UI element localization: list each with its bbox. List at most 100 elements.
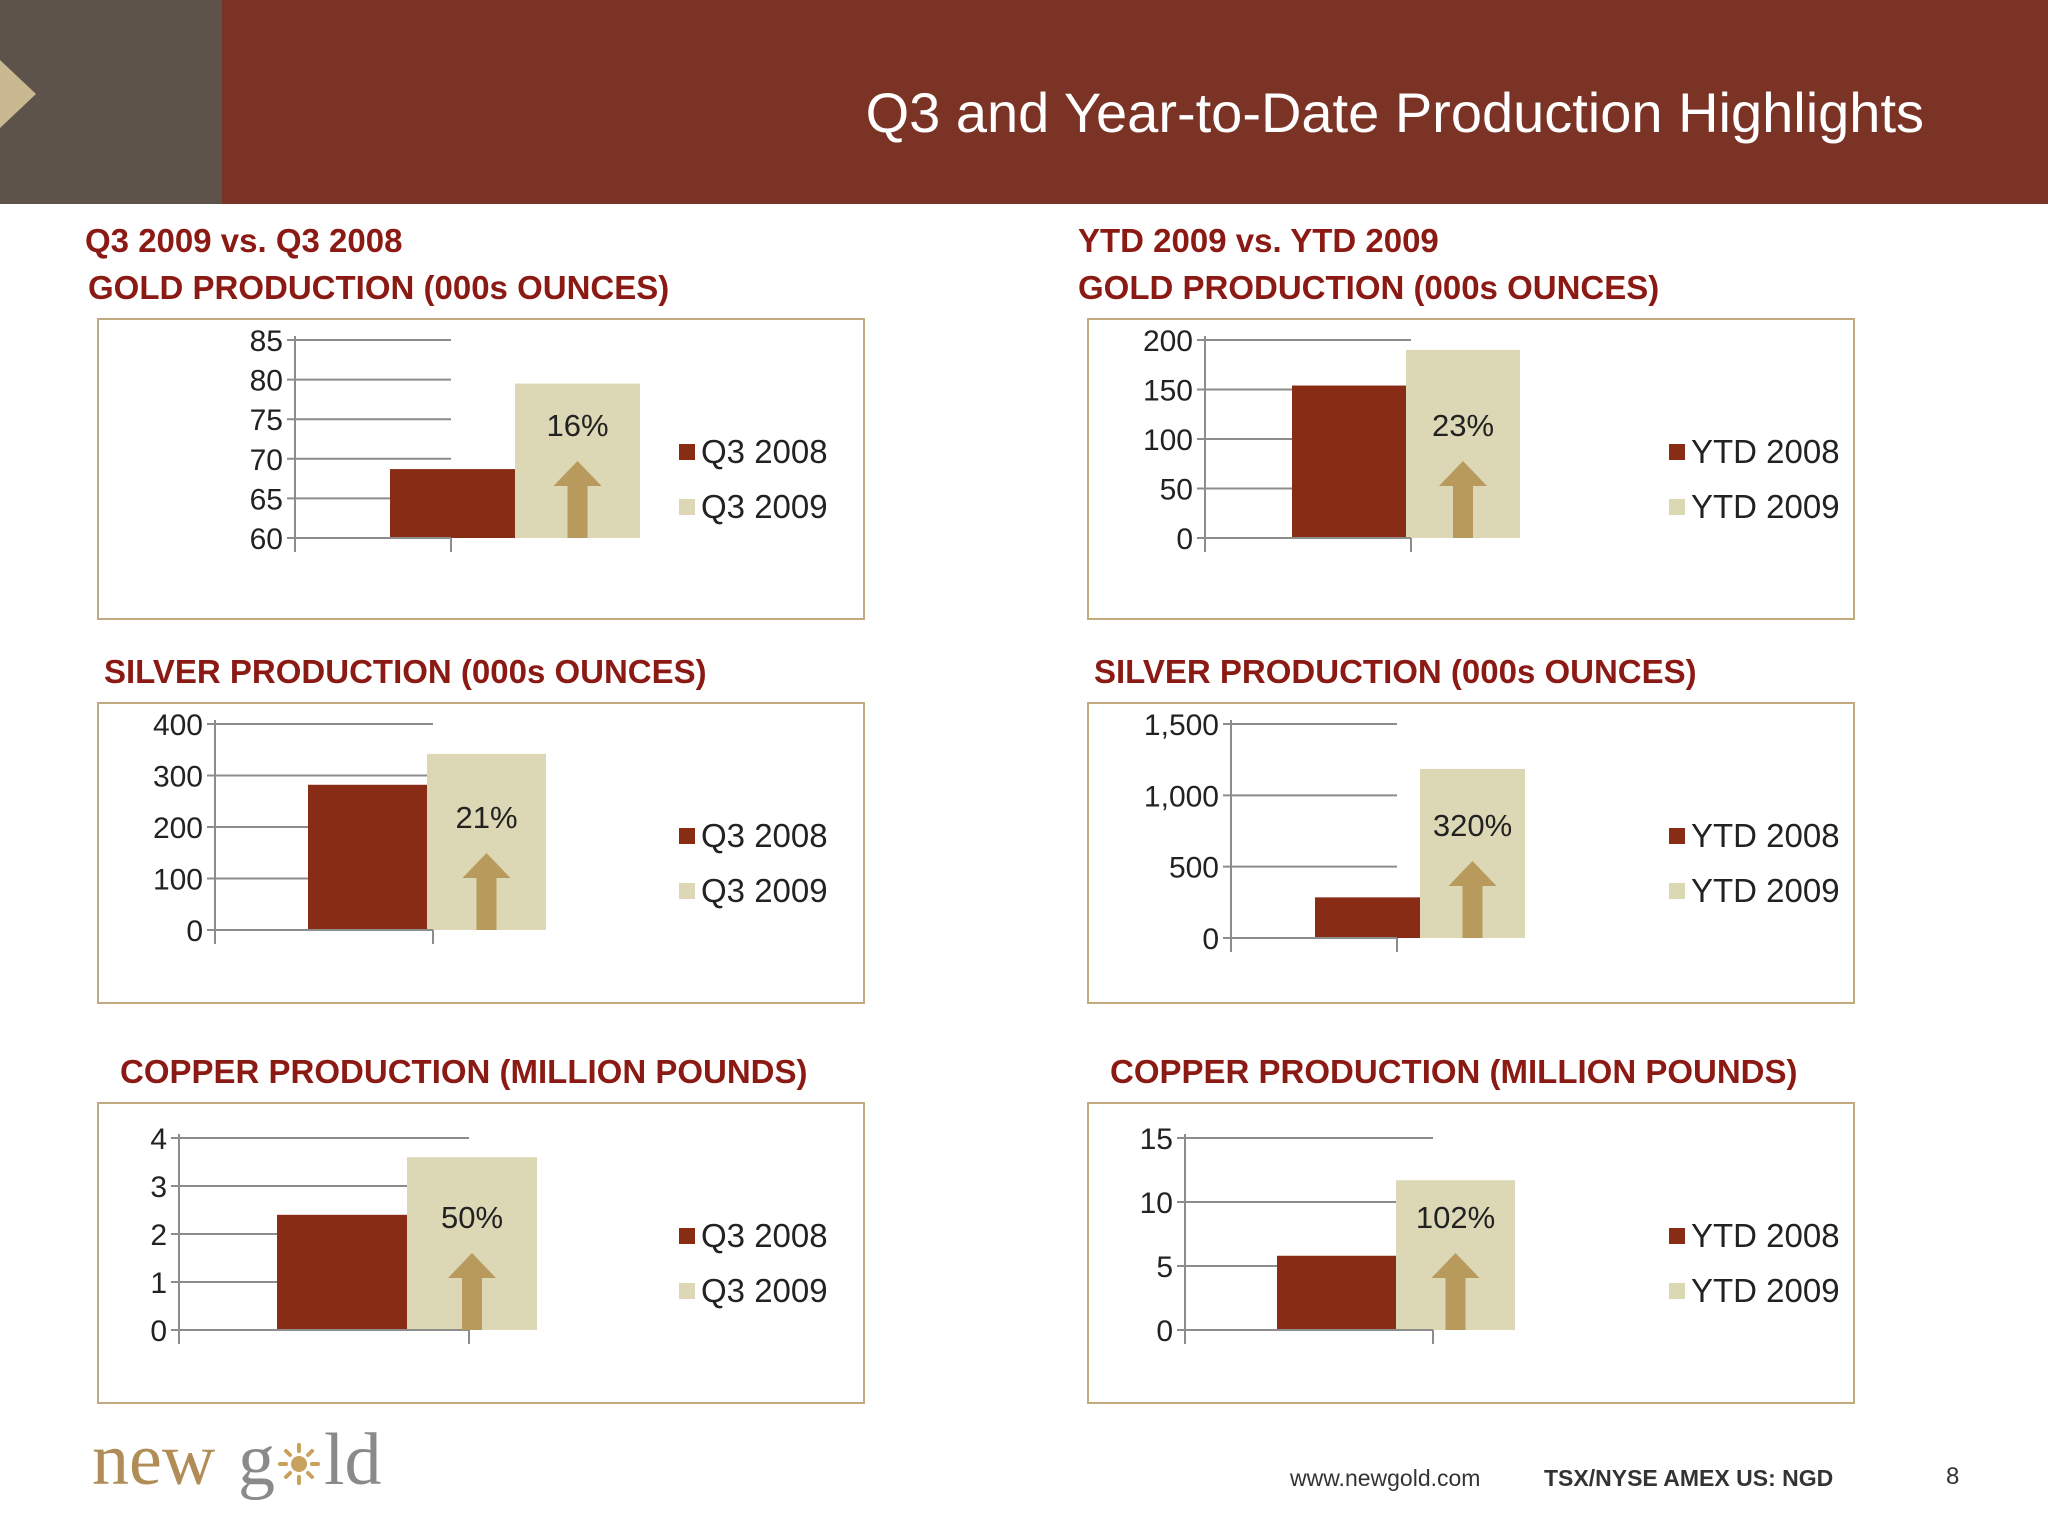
legend-swatch: [679, 498, 695, 515]
arrow-up-icon: [1431, 1253, 1480, 1330]
y-tick-label: 500: [1169, 852, 1219, 885]
chart-panel-copper-q3: 4 3 2 1 0 50% Q3 2008 Q3 2009: [97, 1102, 865, 1404]
legend-item: Q3 2009: [679, 863, 828, 918]
change-percent-label: 23%: [1432, 408, 1494, 443]
right-column-heading: YTD 2009 vs. YTD 2009: [1078, 222, 1439, 259]
y-tick-label: 200: [153, 812, 203, 845]
y-tick-label: 4: [150, 1123, 167, 1156]
y-tick-label: 100: [153, 864, 203, 897]
y-tick-label: 1,500: [1144, 709, 1219, 742]
chart-title-gold-ytd: GOLD PRODUCTION (000s OUNCES): [1078, 269, 1660, 306]
y-tick-label: 65: [250, 483, 283, 516]
legend: YTD 2008 YTD 2009: [1669, 808, 1840, 918]
legend-swatch: [679, 1227, 695, 1244]
arrow-up-icon: [1439, 461, 1487, 538]
chart-panel-gold-q3: 85 80 75 70 65 60 16% Q3 2008 Q3 2009: [97, 318, 865, 620]
bar-prior-period: [277, 1214, 407, 1330]
y-tick-label: 400: [153, 709, 203, 742]
legend-item: Q3 2008: [679, 424, 828, 479]
svg-text:g: g: [238, 1419, 275, 1501]
newgold-logo: new g ld: [92, 1419, 382, 1501]
legend-item: Q3 2008: [679, 808, 828, 863]
page-number: 8: [1946, 1463, 1960, 1490]
legend-item: YTD 2009: [1669, 1263, 1840, 1318]
y-tick-label: 0: [186, 915, 203, 948]
y-tick-label: 60: [250, 523, 283, 556]
legend-label: Q3 2009: [701, 1271, 828, 1309]
svg-text:new: new: [92, 1419, 216, 1501]
y-tick-label: 0: [1156, 1315, 1173, 1348]
footer-url[interactable]: www.newgold.com: [1290, 1465, 1481, 1491]
y-tick-label: 10: [1140, 1187, 1173, 1220]
legend-item: Q3 2008: [679, 1208, 828, 1263]
legend-swatch: [1669, 1227, 1685, 1244]
legend-item: YTD 2009: [1669, 479, 1840, 534]
chart-title-gold-q3: GOLD PRODUCTION (000s OUNCES): [88, 269, 670, 306]
legend-item: YTD 2009: [1669, 863, 1840, 918]
arrow-up-icon: [448, 1253, 496, 1330]
y-tick-label: 50: [1160, 474, 1193, 507]
slide-title: Q3 and Year-to-Date Production Highlight…: [865, 81, 1924, 144]
legend-label: Q3 2008: [701, 1216, 828, 1254]
y-tick-label: 3: [150, 1171, 167, 1204]
arrow-up-icon: [462, 853, 511, 930]
change-percent-label: 102%: [1416, 1200, 1495, 1235]
legend: YTD 2008 YTD 2009: [1669, 1208, 1840, 1318]
chart-title-silver-q3: SILVER PRODUCTION (000s OUNCES): [104, 653, 707, 690]
legend-item: YTD 2008: [1669, 424, 1840, 479]
left-column-heading: Q3 2009 vs. Q3 2008: [85, 222, 403, 259]
legend-swatch: [1669, 827, 1685, 844]
legend-label: Q3 2009: [701, 871, 828, 909]
legend: Q3 2008 Q3 2009: [679, 1208, 828, 1318]
silver-ytd-chart: 1,500 1,000 500 0 320%: [1144, 709, 1525, 956]
legend-item: Q3 2009: [679, 479, 828, 534]
chart-title-silver-ytd: SILVER PRODUCTION (000s OUNCES): [1094, 653, 1697, 690]
legend-label: YTD 2009: [1691, 1271, 1840, 1309]
y-tick-label: 150: [1143, 375, 1193, 408]
y-tick-label: 85: [250, 325, 283, 358]
gold-ytd-chart: 200 150 100 50 0 23%: [1143, 325, 1520, 556]
bar-prior-period: [1292, 385, 1406, 538]
legend: Q3 2008 Q3 2009: [679, 424, 828, 534]
y-tick-label: 70: [250, 444, 283, 477]
header-side-block: [0, 0, 222, 204]
legend-label: YTD 2008: [1691, 816, 1840, 854]
chart-title-copper-q3: COPPER PRODUCTION (MILLION POUNDS): [120, 1053, 808, 1090]
legend: Q3 2008 Q3 2009: [679, 808, 828, 918]
sun-icon: [278, 1443, 320, 1485]
chart-title-copper-ytd: COPPER PRODUCTION (MILLION POUNDS): [1110, 1053, 1798, 1090]
bar-prior-period: [308, 784, 427, 930]
legend-label: Q3 2008: [701, 432, 828, 470]
y-tick-label: 15: [1140, 1123, 1173, 1156]
y-tick-label: 200: [1143, 325, 1193, 358]
gold-q3-chart: 85 80 75 70 65 60 16%: [250, 325, 640, 556]
bar-prior-period: [1277, 1255, 1396, 1330]
legend-label: Q3 2009: [701, 487, 828, 525]
chart-panel-silver-ytd: 1,500 1,000 500 0 320% YTD 2008 YTD 2009: [1087, 702, 1855, 1004]
chart-panel-gold-ytd: 200 150 100 50 0 23% YTD 2008 YTD 2009: [1087, 318, 1855, 620]
silver-q3-chart: 400 300 200 100 0 21%: [153, 709, 546, 948]
copper-q3-chart: 4 3 2 1 0 50%: [150, 1123, 537, 1348]
change-percent-label: 21%: [455, 800, 517, 835]
y-tick-label: 0: [1176, 523, 1193, 556]
arrow-up-icon: [1448, 861, 1497, 938]
legend-swatch: [1669, 498, 1685, 515]
y-tick-label: 0: [150, 1315, 167, 1348]
legend-item: YTD 2008: [1669, 808, 1840, 863]
legend-swatch: [1669, 443, 1685, 460]
svg-text:ld: ld: [324, 1419, 382, 1501]
y-tick-label: 0: [1202, 923, 1219, 956]
y-tick-label: 300: [153, 761, 203, 794]
legend-swatch: [679, 1282, 695, 1299]
footer-ticker: TSX/NYSE AMEX US: NGD: [1544, 1465, 1834, 1491]
copper-ytd-chart: 15 10 5 0 102%: [1140, 1123, 1515, 1348]
header-bar: [0, 0, 2048, 204]
y-tick-label: 75: [250, 404, 283, 437]
header-chevron-icon: [0, 60, 36, 128]
bar-prior-period: [1315, 897, 1420, 938]
y-tick-label: 1: [150, 1267, 167, 1300]
chart-panel-copper-ytd: 15 10 5 0 102% YTD 2008 YTD 2009: [1087, 1102, 1855, 1404]
legend-swatch: [1669, 1282, 1685, 1299]
arrow-up-icon: [553, 461, 602, 538]
change-percent-label: 50%: [441, 1200, 503, 1235]
